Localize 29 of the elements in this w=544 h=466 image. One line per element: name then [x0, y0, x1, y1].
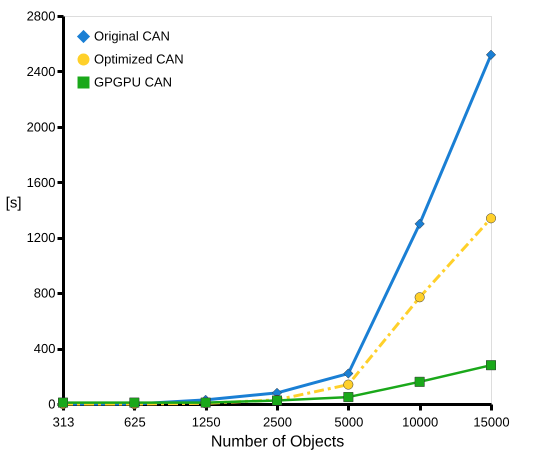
- y-tick-label: 0: [48, 396, 56, 412]
- x-tick-label: 2500: [263, 414, 292, 430]
- point: [414, 292, 425, 302]
- point: [414, 218, 425, 229]
- x-tick-label: 313: [52, 414, 74, 430]
- point: [486, 50, 496, 60]
- x-tick-label: 15000: [473, 414, 510, 430]
- y-tick-label: 1600: [26, 174, 56, 190]
- x-tick-label: 1250: [192, 414, 221, 430]
- y-tick-label: 2000: [26, 119, 56, 134]
- point: [414, 376, 425, 387]
- y-tick-label: 400: [34, 341, 56, 356]
- x-tick-label: 625: [124, 414, 146, 430]
- point: [343, 392, 354, 402]
- y-axis-title: [s]: [6, 194, 22, 212]
- legend-label: Optimized CAN: [94, 52, 184, 66]
- legend-label: Original CAN: [94, 28, 170, 44]
- point: [343, 380, 354, 390]
- x-tick-label: 5000: [334, 414, 364, 430]
- y-tick-label: 800: [34, 286, 56, 301]
- x-tick-label: 10000: [402, 414, 438, 430]
- x-axis-title: Number of Objects: [210, 434, 344, 450]
- y-tick-label: 1200: [26, 230, 56, 246]
- legend-label: GPGPU CAN: [94, 74, 172, 90]
- y-tick-label: 2800: [26, 8, 56, 24]
- point: [486, 360, 496, 370]
- point: [343, 368, 354, 379]
- y-tick-label: 2400: [26, 64, 56, 79]
- point: [486, 213, 496, 224]
